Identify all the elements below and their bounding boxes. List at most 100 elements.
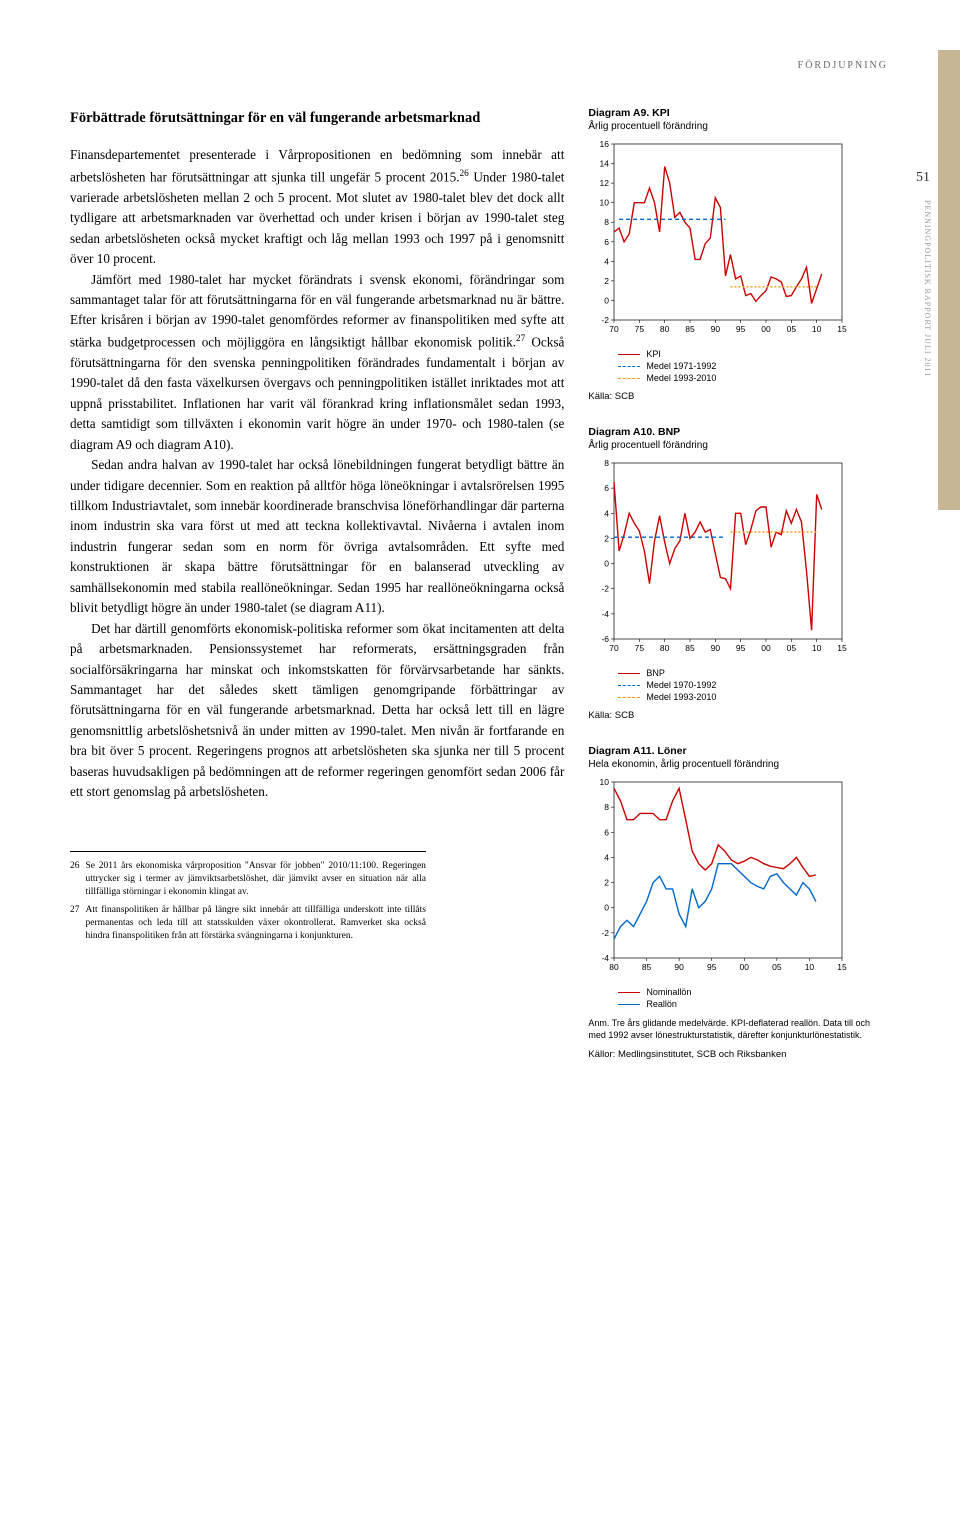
svg-text:10: 10 [600,777,610,787]
svg-text:2: 2 [605,533,610,543]
svg-text:15: 15 [838,324,848,334]
legend-label: Medel 1970-1992 [646,680,716,690]
chart-a10: Diagram A10. BNP Årlig procentuell föränd… [588,426,888,721]
category-header: FÖRDJUPNING [70,60,912,71]
legend-swatch [618,685,640,686]
svg-text:0: 0 [605,559,610,569]
legend-item: Medel 1993-2010 [618,692,888,702]
svg-text:-6: -6 [602,634,610,644]
legend-item: BNP [618,668,888,678]
svg-text:70: 70 [610,643,620,653]
svg-text:8: 8 [605,458,610,468]
svg-text:00: 00 [762,324,772,334]
footnote-ref: 27 [516,333,525,343]
chart-svg: -6-4-20246870758085909500051015 [588,457,848,657]
legend-label: Medel 1993-2010 [646,692,716,702]
footnote: 26 Se 2011 års ekonomiska vårproposition… [70,860,426,900]
svg-text:00: 00 [740,962,750,972]
svg-text:6: 6 [605,483,610,493]
legend-item: Nominallön [618,987,888,997]
legend-swatch [618,992,640,993]
svg-text:70: 70 [610,324,620,334]
svg-text:75: 75 [635,643,645,653]
footnote-number: 26 [70,860,80,900]
chart-note: Anm. Tre års glidande medelvärde. KPI-de… [588,1017,888,1041]
content: Förbättrade förutsättningar för en väl f… [70,107,912,1084]
svg-text:95: 95 [736,324,746,334]
legend-label: Reallön [646,999,677,1009]
svg-text:-4: -4 [602,609,610,619]
charts-column: Diagram A9. KPIÅrlig procentuell förändr… [588,107,888,1084]
page-number: 51 [916,170,930,186]
chart-source: Källa: SCB [588,391,888,402]
svg-text:2: 2 [605,276,610,286]
legend-swatch [618,366,640,367]
svg-text:15: 15 [838,643,848,653]
svg-text:-2: -2 [602,315,610,325]
legend-item: Medel 1971-1992 [618,361,888,371]
section-heading: Förbättrade förutsättningar för en väl f… [70,107,564,129]
legend-item: KPI [618,349,888,359]
svg-text:4: 4 [605,256,610,266]
paragraph: Finansdepartementet presenterade i Vårpr… [70,145,564,269]
svg-text:80: 80 [660,643,670,653]
chart-source: Källor: Medlingsinstitutet, SCB och Riks… [588,1049,888,1060]
svg-text:95: 95 [707,962,717,972]
svg-text:05: 05 [787,324,797,334]
svg-text:85: 85 [642,962,652,972]
legend-label: Medel 1993-2010 [646,373,716,383]
svg-text:85: 85 [686,324,696,334]
svg-text:-2: -2 [602,584,610,594]
main-column: Förbättrade förutsättningar för en väl f… [70,107,564,1084]
svg-text:80: 80 [660,324,670,334]
chart-legend: BNP Medel 1970-1992 Medel 1993-2010 [588,668,888,702]
svg-text:4: 4 [605,508,610,518]
svg-text:10: 10 [805,962,815,972]
chart-subtitle: Hela ekonomin, årlig procentuell förändr… [588,759,888,770]
legend-item: Medel 1970-1992 [618,680,888,690]
svg-text:00: 00 [762,643,772,653]
svg-text:90: 90 [711,324,721,334]
svg-text:16: 16 [600,139,610,149]
chart-a9: Diagram A9. KPIÅrlig procentuell förändr… [588,107,888,402]
svg-text:90: 90 [675,962,685,972]
paragraph: Sedan andra halvan av 1990-talet har ock… [70,455,564,619]
svg-text:0: 0 [605,295,610,305]
svg-text:0: 0 [605,903,610,913]
chart-svg: -2024681012141670758085909500051015 [588,138,848,338]
svg-text:10: 10 [812,324,822,334]
svg-text:-4: -4 [602,953,610,963]
svg-text:6: 6 [605,237,610,247]
legend-label: Nominallön [646,987,691,997]
legend-swatch [618,697,640,698]
svg-text:75: 75 [635,324,645,334]
footnote-ref: 26 [460,168,469,178]
svg-text:8: 8 [605,217,610,227]
legend-item: Medel 1993-2010 [618,373,888,383]
svg-text:8: 8 [605,802,610,812]
chart-title: Diagram A10. BNP [588,426,888,438]
footnote-number: 27 [70,904,80,944]
legend-label: KPI [646,349,661,359]
svg-text:2: 2 [605,878,610,888]
side-tab [938,50,960,510]
svg-text:95: 95 [736,643,746,653]
footnote-text: Se 2011 års ekonomiska vårproposition "A… [86,860,426,900]
svg-text:80: 80 [610,962,620,972]
svg-text:15: 15 [838,962,848,972]
svg-text:4: 4 [605,852,610,862]
legend-item: Reallön [618,999,888,1009]
chart-a11: Diagram A11. LönerHela ekonomin, årlig p… [588,745,888,1060]
footnote-text: Att finanspolitiken är hållbar på längre… [86,904,426,944]
chart-legend: Nominallön Reallön [588,987,888,1009]
svg-text:05: 05 [772,962,782,972]
svg-text:10: 10 [600,198,610,208]
chart-source: Källa: SCB [588,710,888,721]
paragraph: Jämfört med 1980-talet har mycket föränd… [70,270,564,455]
legend-label: Medel 1971-1992 [646,361,716,371]
svg-text:90: 90 [711,643,721,653]
svg-text:10: 10 [812,643,822,653]
svg-text:85: 85 [686,643,696,653]
page: 51 PENNINGPOLITISK RAPPORT JULI 2011 FÖR… [0,0,960,1124]
chart-subtitle: Årlig procentuell förändring [588,440,888,451]
